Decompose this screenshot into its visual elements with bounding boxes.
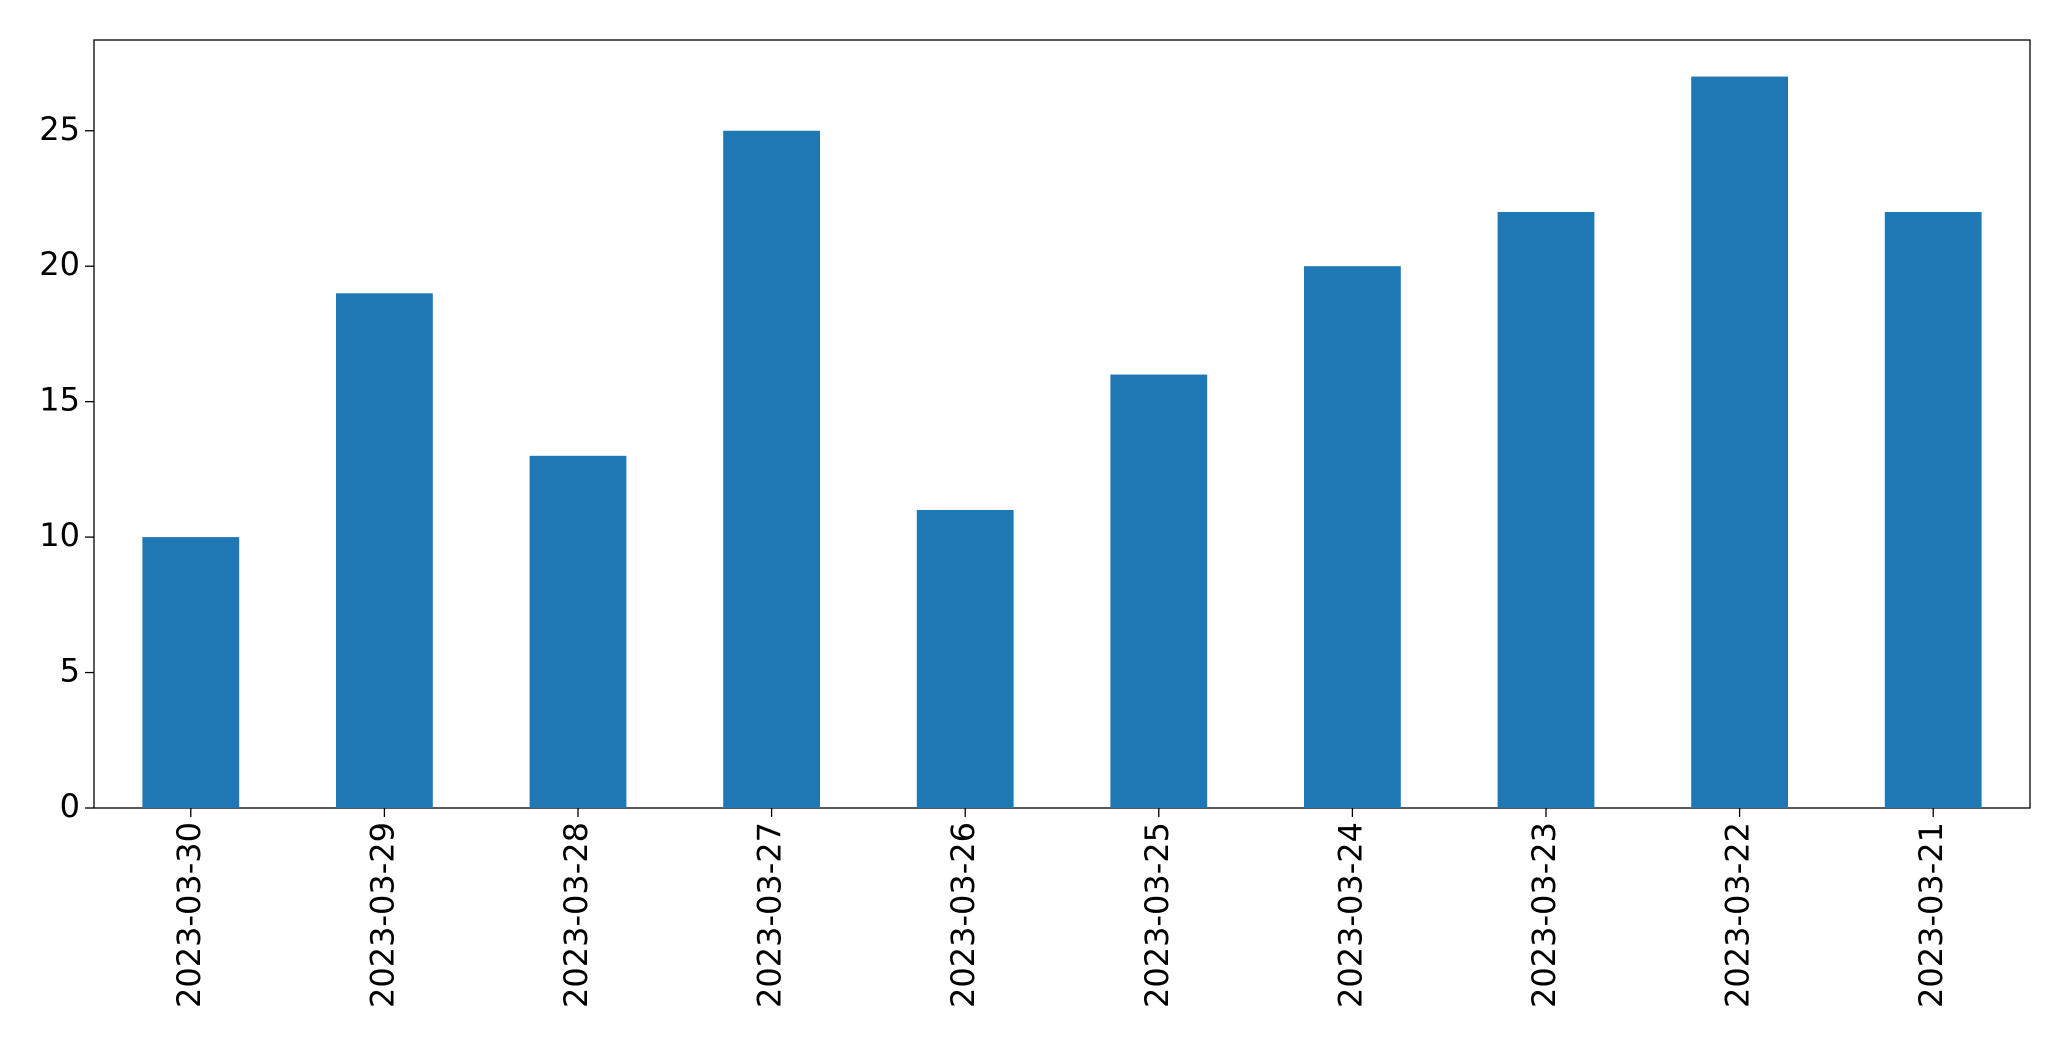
y-tick-label: 15 (39, 381, 80, 419)
y-tick-label: 0 (60, 787, 80, 825)
y-tick-label: 20 (39, 245, 80, 283)
bar (1497, 212, 1595, 808)
y-tick-label: 10 (39, 516, 80, 554)
x-tick-label: 2023-03-21 (1912, 822, 1950, 1008)
x-tick-label: 2023-03-26 (944, 822, 982, 1008)
x-tick-label: 2023-03-28 (557, 822, 595, 1008)
x-tick-label: 2023-03-29 (363, 822, 401, 1008)
x-tick-label: 2023-03-24 (1331, 822, 1369, 1008)
bar (142, 537, 240, 808)
bar (1884, 212, 1982, 808)
bar (723, 130, 820, 808)
bar (1304, 266, 1401, 808)
bar (1691, 76, 1788, 809)
plot-frame (93, 39, 2031, 809)
x-tick-label: 2023-03-22 (1719, 822, 1757, 1008)
bar (1110, 374, 1208, 808)
bar (916, 510, 1014, 808)
bar (529, 455, 627, 808)
x-tick-label: 2023-03-30 (170, 822, 208, 1008)
bar (336, 293, 433, 808)
x-tick-label: 2023-03-25 (1138, 822, 1176, 1008)
x-tick-label: 2023-03-23 (1525, 822, 1563, 1008)
y-tick-label: 5 (60, 652, 80, 690)
y-tick-label: 25 (39, 110, 80, 148)
x-tick-label: 2023-03-27 (751, 822, 789, 1008)
